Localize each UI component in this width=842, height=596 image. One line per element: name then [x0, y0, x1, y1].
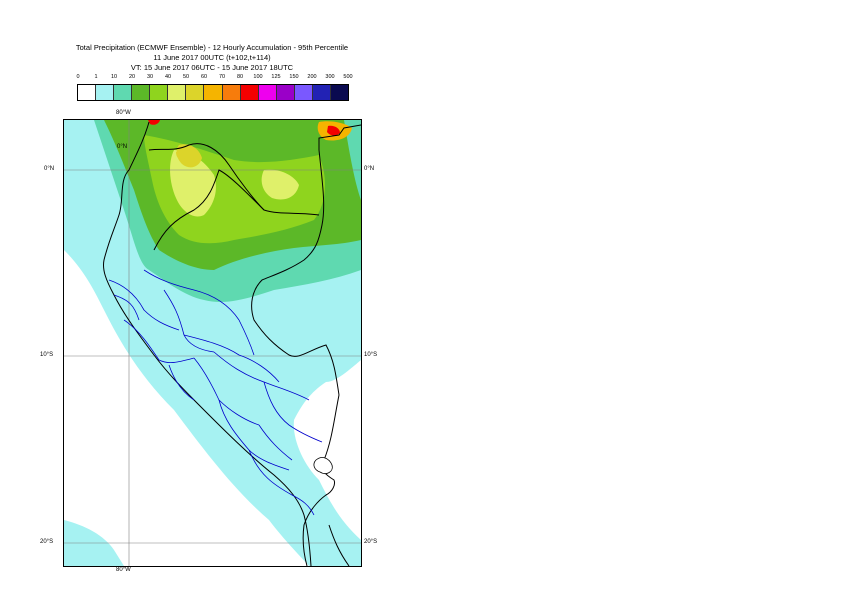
legend-threshold-label: 80 — [236, 74, 244, 80]
legend-threshold-label: 70 — [218, 74, 226, 80]
precip-field-red-north — [327, 125, 340, 136]
lon-label-80w-bottom: 80°W — [116, 567, 131, 573]
legend-threshold-label: 60 — [200, 74, 208, 80]
title-block: Total Precipitation (ECMWF Ensemble) - 1… — [0, 43, 424, 73]
lat-label-10s-left: 10°S — [40, 352, 54, 358]
legend-swatch — [168, 85, 187, 100]
legend-swatch — [330, 85, 348, 100]
lat-label-0n-right-outer: 0°N — [364, 166, 375, 172]
legend-threshold-label: 500 — [343, 74, 353, 80]
legend-swatch — [96, 85, 115, 100]
precip-field-red-top — [148, 120, 160, 125]
legend-threshold-label: 30 — [146, 74, 154, 80]
title-line-3: VT: 15 June 2017 06UTC - 15 June 2017 18… — [130, 63, 294, 72]
legend-swatch — [78, 85, 97, 100]
legend-swatch — [222, 85, 241, 100]
legend-threshold-label: 300 — [325, 74, 335, 80]
legend-swatch — [186, 85, 205, 100]
legend-threshold-label: 0 — [76, 74, 80, 80]
map-svg — [64, 120, 361, 566]
legend-swatch — [312, 85, 331, 100]
legend-threshold-labels: 0 1 10 20 30 40 50 60 70 80 100 125 150 200 300 500 — [76, 74, 353, 84]
legend-swatch — [150, 85, 169, 100]
precip-field-none-west — [64, 250, 309, 566]
region-borders — [108, 269, 323, 516]
border-chile — [328, 524, 350, 566]
legend-threshold-label: 10 — [110, 74, 118, 80]
legend-threshold-label: 50 — [182, 74, 190, 80]
legend-threshold-label: 20 — [128, 74, 136, 80]
title-line-1: Total Precipitation (ECMWF Ensemble) - 1… — [75, 43, 349, 52]
legend-threshold-label: 200 — [307, 74, 317, 80]
legend-threshold-label: 150 — [289, 74, 299, 80]
legend-swatch — [114, 85, 133, 100]
border-peru-north — [153, 169, 265, 251]
legend-threshold-label: 125 — [271, 74, 281, 80]
lat-label-10s-right: 10°S — [364, 352, 378, 358]
lon-label-80w-top: 80°W — [116, 110, 131, 116]
precip-field-yellow — [176, 144, 202, 168]
precip-field-pale-yellow-2 — [261, 169, 299, 200]
lat-label-0n-left: 0°N — [44, 166, 55, 172]
legend-swatch — [258, 85, 277, 100]
legend-swatch — [240, 85, 259, 100]
legend-swatch — [132, 85, 151, 100]
legend-threshold-label: 40 — [164, 74, 172, 80]
color-legend: 0 1 10 20 30 40 50 60 70 80 100 125 150 200 300 500 — [76, 74, 353, 101]
precipitation-map: 0°N — [63, 119, 362, 567]
border-bolivia — [302, 394, 340, 566]
lat-label-20s-right: 20°S — [364, 539, 378, 545]
legend-color-bar — [77, 84, 349, 101]
lake-titicaca — [313, 457, 333, 474]
legend-swatch — [204, 85, 223, 100]
title-line-2: 11 June 2017 00UTC (t+102,t+114) — [153, 53, 271, 62]
coastline — [103, 121, 312, 566]
legend-swatch — [276, 85, 295, 100]
legend-threshold-label: 100 — [253, 74, 263, 80]
legend-swatch — [294, 85, 313, 100]
lat-label-0n-right: 0°N — [117, 144, 128, 150]
border-brazil — [251, 124, 361, 396]
lat-label-20s-left: 20°S — [40, 539, 54, 545]
precip-field-yellow-east — [176, 151, 186, 160]
border-colombia-ecuador — [148, 143, 320, 216]
legend-threshold-label: 1 — [94, 74, 98, 80]
